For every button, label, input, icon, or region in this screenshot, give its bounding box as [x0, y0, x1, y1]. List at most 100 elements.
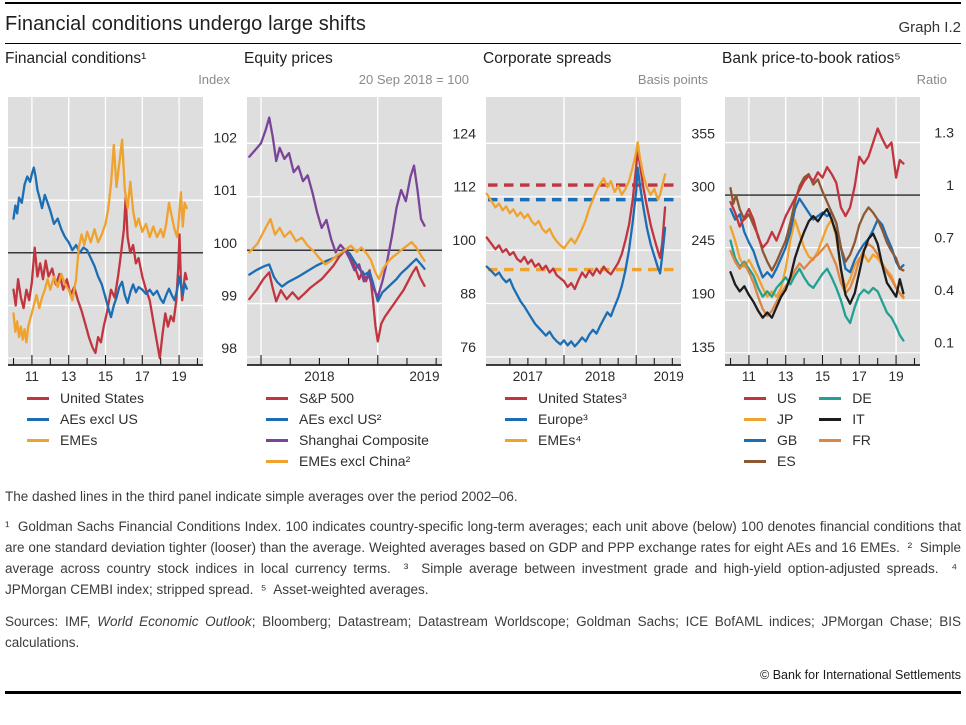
figure-container: Financial conditions undergo large shift…: [0, 2, 966, 694]
panel-equity-prices: Equity prices 20 Sep 2018 = 100 76 88 100 112…: [244, 50, 483, 477]
panel-unit-label: Basis points: [637, 72, 708, 88]
legend-item: S&P 500: [244, 389, 429, 407]
legend-item: AEs excl US: [5, 410, 144, 428]
legend-swatch: [744, 396, 766, 400]
svg-text:102: 102: [213, 131, 237, 147]
svg-text:124: 124: [452, 127, 476, 143]
legend-item: United States: [5, 389, 144, 407]
legend-label: EMEs: [60, 432, 98, 449]
svg-text:112: 112: [453, 180, 476, 196]
legend-swatch: [505, 396, 527, 400]
panel-bank-price-to-book: Bank price-to-book ratios⁵ Ratio 0.1 0.4 0.7…: [722, 50, 961, 477]
footnote-text: ¹ Goldman Sachs Financial Conditions Ind…: [5, 519, 961, 597]
svg-text:13: 13: [778, 369, 793, 384]
svg-text:19: 19: [172, 369, 187, 384]
legend-item: EMEs excl China²: [244, 452, 429, 470]
legend-swatch: [266, 417, 288, 421]
legend-swatch: [744, 438, 766, 442]
legend-bank-price-to-book: US JP GB ES DE IT FR: [722, 389, 961, 477]
svg-text:2019: 2019: [409, 369, 439, 384]
panel-title: Equity prices: [244, 50, 333, 68]
svg-text:88: 88: [460, 287, 476, 303]
chart-financial-conditions: 98 99 100 101 102 11 13 15 17 19: [8, 97, 237, 384]
panel-title: Bank price-to-book ratios⁵: [722, 50, 901, 68]
legend-label: US: [777, 390, 797, 407]
bottom-rule: [5, 690, 961, 694]
svg-text:101: 101: [213, 184, 237, 200]
graph-number: Graph I.2: [898, 19, 961, 36]
legend-swatch: [505, 417, 527, 421]
sources-suffix: ; Bloomberg; Datastream; Datastream Worl…: [5, 614, 961, 651]
legend-label: GB: [777, 432, 798, 449]
svg-text:0.7: 0.7: [934, 231, 954, 247]
chart-equity-prices: 76 88 100 112 124 2018 2019: [247, 97, 476, 384]
legend-label: EMEs excl China²: [299, 453, 411, 470]
legend-swatch: [505, 438, 527, 442]
svg-text:15: 15: [98, 369, 113, 384]
legend-label: JP: [777, 411, 794, 428]
svg-text:11: 11: [742, 369, 756, 384]
legend-swatch: [266, 396, 288, 400]
legend-item: EMEs: [5, 431, 144, 449]
legend-item: United States³: [483, 389, 627, 407]
legend-swatch: [266, 459, 288, 463]
legend-item: EMEs⁴: [483, 431, 627, 449]
legend-label: DE: [852, 390, 872, 407]
svg-text:13: 13: [61, 369, 76, 384]
legend-corporate-spreads: United States³ Europe³ EMEs⁴: [483, 389, 722, 477]
legend-swatch: [27, 396, 49, 400]
legend-item: Shanghai Composite: [244, 431, 429, 449]
legend-item: ES: [722, 452, 797, 470]
svg-text:245: 245: [691, 234, 715, 250]
legend-label: Europe³: [538, 411, 588, 428]
svg-text:19: 19: [889, 369, 904, 384]
legend-swatch: [819, 417, 842, 421]
sources-prefix: Sources: IMF,: [5, 614, 98, 630]
legend-item: Europe³: [483, 410, 627, 428]
panel-unit-label: Ratio: [916, 72, 947, 88]
panel-financial-conditions: Financial conditions¹ Index 98 99 100 101 102 1…: [5, 50, 244, 477]
svg-text:99: 99: [221, 289, 237, 305]
legend-label: Shanghai Composite: [299, 432, 429, 449]
notes-block: The dashed lines in the third panel indi…: [5, 487, 961, 653]
legend-item: JP: [722, 410, 797, 428]
legend-item: DE: [807, 389, 872, 407]
legend-equity-prices: S&P 500 AEs excl US² Shanghai Composite EME…: [244, 389, 483, 477]
svg-text:0.4: 0.4: [934, 284, 954, 300]
svg-text:2017: 2017: [513, 369, 543, 384]
legend-swatch: [266, 438, 288, 442]
legend-swatch: [27, 417, 49, 421]
legend-swatch: [27, 438, 49, 442]
legend-swatch: [744, 459, 766, 463]
chart-panels: Financial conditions¹ Index 98 99 100 101 102 1…: [5, 50, 961, 477]
legend-financial-conditions: United States AEs excl US EMEs: [5, 389, 244, 477]
svg-text:2018: 2018: [585, 369, 615, 384]
svg-text:1: 1: [946, 178, 954, 194]
figure-title: Financial conditions undergo large shift…: [5, 13, 366, 35]
legend-label: AEs excl US²: [299, 411, 382, 428]
legend-label: United States: [60, 390, 145, 407]
legend-item: GB: [722, 431, 797, 449]
legend-label: FR: [852, 432, 871, 449]
legend-swatch: [819, 396, 842, 400]
svg-text:11: 11: [25, 369, 39, 384]
svg-text:98: 98: [221, 342, 237, 358]
panel-unit-label: Index: [198, 72, 230, 88]
svg-text:17: 17: [852, 369, 867, 384]
chart-bank-price-to-book: 0.1 0.4 0.7 1 1.3 11 13 15 17 19: [725, 97, 954, 384]
chart-corporate-spreads: 135 190 245 300 355 2017 2018 2019: [485, 97, 715, 384]
legend-label: S&P 500: [299, 390, 355, 407]
panel-unit-label: 20 Sep 2018 = 100: [358, 72, 469, 88]
copyright-text: © Bank for International Settlements: [760, 667, 961, 682]
header-rule: [5, 43, 961, 45]
svg-text:135: 135: [691, 340, 715, 356]
legend-item: FR: [807, 431, 871, 449]
svg-text:100: 100: [213, 236, 237, 252]
panel-title: Corporate spreads: [483, 50, 612, 68]
svg-text:355: 355: [691, 127, 715, 143]
sources-text: Sources: IMF, World Economic Outlook; Bl…: [5, 612, 961, 654]
svg-text:300: 300: [691, 180, 715, 196]
legend-label: United States³: [538, 390, 627, 407]
legend-label: AEs excl US: [60, 411, 138, 428]
legend-label: IT: [852, 411, 865, 428]
